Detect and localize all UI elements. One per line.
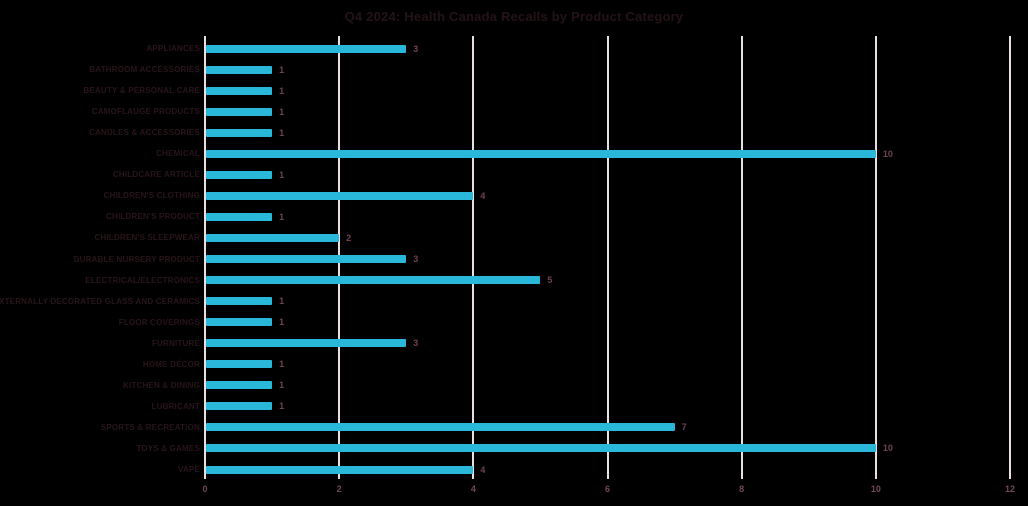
value-label: 1 [279,380,285,391]
x-axis-tick-label: 2 [336,484,342,494]
gridline [1009,36,1011,479]
category-label: BATHROOM ACCESSORIES [89,65,200,75]
category-label: TOYS & GAMES [136,443,200,453]
category-label: CHILDREN'S SLEEPWEAR [94,233,200,243]
x-axis-tick-label: 6 [604,484,610,494]
bar [206,149,876,158]
bar [206,86,273,95]
gridline [204,36,206,479]
bar [206,170,273,179]
category-label: FURNITURE [151,338,200,348]
bar [206,339,407,348]
value-label: 1 [279,64,285,75]
category-label: ELECTRICAL/ELECTRONICS [85,275,200,285]
value-label: 2 [346,232,352,243]
value-label: 3 [413,338,419,349]
bar [206,465,474,474]
bar [206,212,273,221]
category-label: CANDLES & ACCESSORIES [88,128,200,138]
value-label: 5 [547,275,553,286]
value-label: 3 [413,254,419,264]
category-label: APPLIANCES [146,44,200,53]
bar [206,381,273,390]
category-label: FLOOR COVERINGS [118,317,200,327]
category-label: CHEMICAL [156,149,200,159]
value-label: 1 [279,296,285,307]
value-label: 1 [279,106,285,117]
bar [206,128,273,137]
bar [206,276,541,285]
value-label: 1 [279,401,285,412]
bar [206,360,273,369]
value-label: 1 [279,169,285,180]
category-label: CAMOFLAUGE PRODUCTS [91,107,200,117]
bar [206,255,407,263]
value-label: 4 [480,464,486,475]
x-axis-tick-label: 8 [739,484,745,494]
bar [206,297,273,306]
category-label: HOME DÉCOR [142,359,200,369]
bar [206,65,273,74]
value-label: 10 [882,148,893,159]
bar [206,423,675,432]
category-label: LUBRICANT [151,401,200,411]
bar [206,107,273,116]
x-axis-tick-label: 4 [470,484,476,494]
value-label: 1 [279,211,285,222]
category-label: VAPE [178,465,200,474]
category-label: SPORTS & RECREATION [100,422,200,432]
x-axis-tick-label: 12 [1004,484,1015,494]
value-label: 1 [279,359,285,370]
bar [206,444,876,453]
gridline [874,36,877,479]
bar [206,402,273,411]
category-label: EXTERNALLY DECORATED GLASS AND CERAMICS [0,296,200,306]
value-label: 1 [279,127,285,138]
category-label: CHILDREN'S PRODUCT [106,212,200,222]
category-label: CHILDREN'S CLOTHING [103,191,200,201]
category-label: KITCHEN & DINING [123,380,200,390]
value-label: 4 [480,190,486,201]
gridline [472,36,475,479]
bar [206,318,273,327]
category-label: BEAUTY & PERSONAL CARE [83,86,200,96]
bar [206,233,340,242]
value-label: 7 [681,422,687,433]
value-label: 1 [279,85,285,96]
value-label: 1 [279,317,285,328]
x-axis-tick-label: 0 [202,484,208,494]
gridline [606,36,609,479]
chart-title: Q4 2024: Health Canada Recalls by Produc… [344,9,684,24]
gridline [740,36,743,479]
bar [206,44,407,53]
value-label: 10 [882,443,893,454]
category-label: CHILDCARE ARTICLE [112,170,200,180]
bar [206,191,474,200]
x-axis-tick-label: 10 [870,484,881,494]
category-label: DURABLE NURSERY PRODUCT [73,254,200,264]
value-label: 3 [413,43,419,54]
